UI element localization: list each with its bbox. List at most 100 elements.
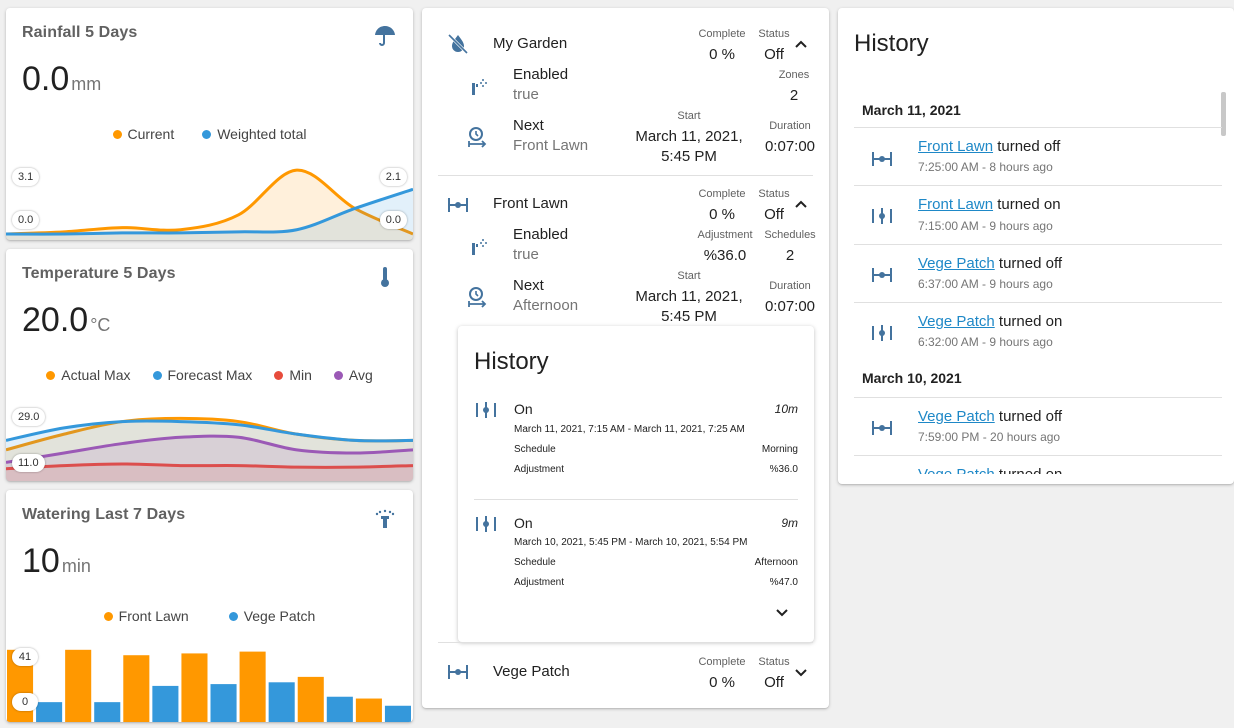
temperature-axis-top: 29.0 — [12, 408, 46, 426]
controller-status-label: Status — [758, 28, 790, 40]
timer-icon — [466, 285, 490, 309]
watering-value: 10 min — [22, 542, 91, 580]
history-entry-text: Front Lawn turned off — [918, 138, 1061, 155]
temperature-area-3 — [6, 436, 413, 481]
controller-enabled-label: Enabled — [513, 66, 569, 83]
temperature-unit: °C — [90, 315, 111, 335]
legend-actual-max[interactable]: Actual Max — [46, 367, 131, 383]
watering-bar-front-lawn-1[interactable] — [65, 649, 92, 722]
watering-bar-vege-patch-0[interactable] — [36, 702, 63, 722]
legend-avg[interactable]: Avg — [333, 367, 373, 383]
zone1-enabled-value: true — [513, 246, 539, 263]
zone2-complete-value: 0 % — [709, 674, 735, 691]
rainfall-chart — [6, 168, 413, 240]
temperature-chart — [6, 416, 413, 481]
valve-open-icon — [474, 512, 498, 536]
zone1-name: Front Lawn — [493, 195, 569, 212]
history-entry-link[interactable]: Vege Patch — [918, 255, 995, 272]
zone1-duration-label: Duration — [769, 280, 811, 292]
zone1-enabled-label: Enabled — [513, 226, 569, 243]
legend-weighted-total[interactable]: Weighted total — [202, 126, 306, 142]
valve-open-icon — [870, 321, 894, 345]
history-list: March 11, 2021 Front Lawn turned off 7:2… — [854, 86, 1222, 474]
history-entry-adjustment-label: Adjustment — [514, 577, 565, 588]
history-card: History March 11, 2021 Front Lawn turned… — [838, 8, 1234, 484]
zone1-next-label: Next — [513, 277, 544, 294]
watering-bar-front-lawn-5[interactable] — [297, 676, 324, 722]
history-entry-link[interactable]: Vege Patch — [918, 466, 995, 474]
rainfall-axis-left-top: 3.1 — [12, 168, 40, 186]
watering-bar-front-lawn-2[interactable] — [123, 655, 150, 722]
history-title: History — [854, 30, 929, 57]
zone1-complete-label: Complete — [698, 188, 746, 200]
watering-card[interactable]: Watering Last 7 Days 10 min Front Lawn Ve… — [6, 490, 413, 722]
chevron-down-icon[interactable] — [791, 662, 811, 682]
watering-bar-vege-patch-3[interactable] — [210, 684, 237, 722]
controller-zones-value: 2 — [789, 87, 799, 104]
valve-closed-icon — [870, 416, 894, 440]
history-entry-duration: 10m — [774, 402, 798, 416]
history-entry-adjustment-label: Adjustment — [514, 464, 565, 475]
history-entry-status: On — [514, 515, 533, 531]
watering-bar-front-lawn-6[interactable] — [355, 698, 382, 722]
watering-axis-bottom: 0 — [12, 693, 38, 711]
watering-bar-vege-patch-4[interactable] — [268, 682, 295, 722]
watering-bar-vege-patch-6[interactable] — [384, 705, 411, 722]
history-entry-link[interactable]: Vege Patch — [918, 313, 995, 330]
temperature-series-line-1 — [6, 419, 413, 443]
zone1-start-value-2: 5:45 PM — [661, 308, 717, 325]
rainfall-unit: mm — [71, 74, 102, 94]
zone1-complete-value: 0 % — [709, 206, 735, 223]
watering-bar-vege-patch-2[interactable] — [152, 685, 179, 722]
sprinkler-icon — [466, 75, 490, 99]
temperature-value: 20.0 °C — [22, 301, 111, 339]
chevron-down-icon[interactable] — [772, 602, 792, 622]
legend-front-lawn[interactable]: Front Lawn — [103, 608, 189, 624]
watering-bar-front-lawn-4[interactable] — [239, 651, 266, 722]
zone2-name: Vege Patch — [493, 663, 570, 680]
scrollbar[interactable] — [1221, 92, 1226, 136]
temperature-card[interactable]: Temperature 5 Days 20.0 °C Actual Max For… — [6, 249, 413, 481]
controller-duration-value: 0:07:00 — [764, 138, 816, 155]
valve-closed-icon — [870, 263, 894, 287]
legend-min[interactable]: Min — [274, 367, 312, 383]
history-entry-range: March 10, 2021, 5:45 PM - March 10, 2021… — [514, 537, 748, 548]
legend-forecast-max[interactable]: Forecast Max — [152, 367, 252, 383]
temperature-legend: Actual Max Forecast Max Min Avg — [6, 367, 413, 383]
rainfall-series-line-1 — [6, 187, 413, 236]
rainfall-axis-right-top: 2.1 — [379, 168, 407, 186]
sprinkler-icon — [373, 506, 397, 530]
zone1-adjustment-label: Adjustment — [697, 229, 753, 241]
divider — [854, 302, 1222, 303]
legend-vege-patch[interactable]: Vege Patch — [228, 608, 315, 624]
chevron-up-icon[interactable] — [791, 194, 811, 214]
chevron-up-icon[interactable] — [791, 34, 811, 54]
rainfall-axis-left-bottom: 0.0 — [12, 211, 40, 229]
watering-bar-front-lawn-3[interactable] — [181, 653, 208, 722]
zone2-complete-label: Complete — [698, 656, 746, 668]
rainfall-area-0 — [6, 170, 413, 240]
watering-bar-vege-patch-5[interactable] — [326, 696, 353, 722]
irrigation-card: My Garden Complete 0 % Status Off Enable… — [422, 8, 829, 708]
legend-current[interactable]: Current — [112, 126, 174, 142]
rainfall-legend: Current Weighted total — [6, 126, 413, 142]
zone2-status-label: Status — [758, 656, 790, 668]
watering-bar-vege-patch-1[interactable] — [94, 702, 121, 722]
controller-complete-label: Complete — [698, 28, 746, 40]
rainfall-card[interactable]: Rainfall 5 Days 0.0 mm Current Weighted t… — [6, 8, 413, 240]
history-entry-link[interactable]: Vege Patch — [918, 408, 995, 425]
watering-legend: Front Lawn Vege Patch — [6, 608, 413, 624]
zone1-start-value-1: March 11, 2021, — [635, 288, 743, 305]
history-entry-link[interactable]: Front Lawn — [918, 196, 994, 213]
history-entry-schedule-label: Schedule — [514, 557, 556, 568]
history-entry-link[interactable]: Front Lawn — [918, 138, 994, 155]
history-entry-text: Vege Patch turned on — [918, 313, 1063, 330]
history-entry-range: March 11, 2021, 7:15 AM - March 11, 2021… — [514, 424, 745, 435]
history-entry-adjustment-value: %47.0 — [769, 577, 798, 588]
rainfall-series-line-0 — [6, 168, 413, 236]
valve-open-icon — [870, 204, 894, 228]
controller-start-value-1: March 11, 2021, — [635, 128, 743, 145]
history-entry-adjustment-value: %36.0 — [769, 464, 798, 475]
divider — [854, 397, 1222, 398]
history-entry-time: 6:37:00 AM - 9 hours ago — [918, 277, 1053, 291]
